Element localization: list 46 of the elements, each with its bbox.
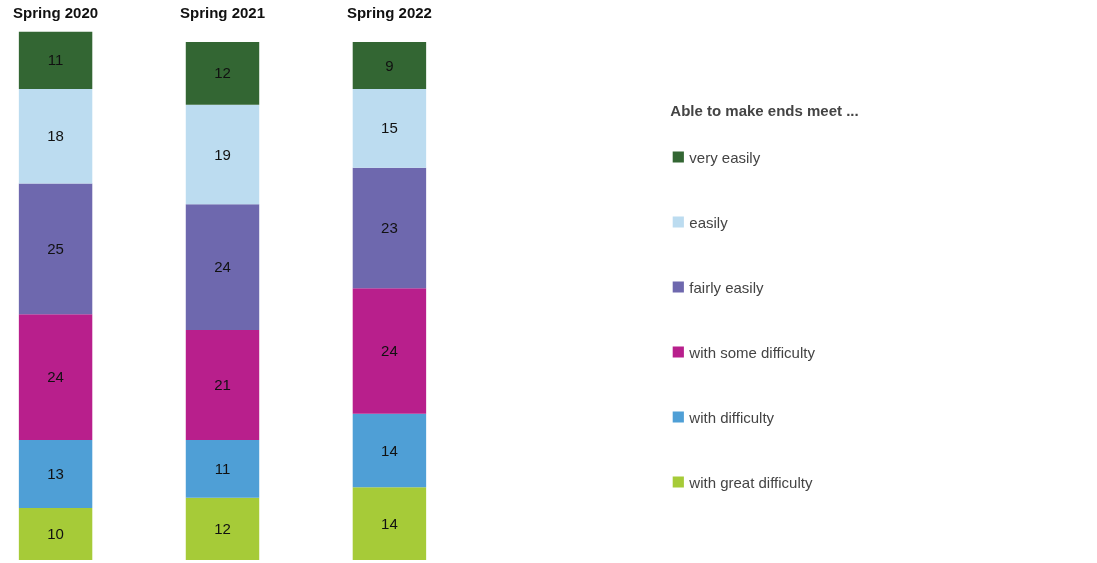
data-label: 14 (381, 441, 398, 459)
bar (352, 413, 427, 488)
data-label: 12 (214, 64, 231, 82)
data-label: 25 (47, 239, 64, 257)
bar (185, 41, 260, 105)
bar (18, 314, 93, 441)
data-label: 21 (214, 376, 231, 394)
legend-label: with great difficulty (689, 473, 813, 490)
legend-label: easily (689, 213, 728, 230)
data-label: 11 (214, 459, 231, 477)
bar (352, 167, 427, 289)
bar (18, 440, 93, 509)
data-label: 19 (214, 145, 231, 163)
bar (18, 508, 93, 560)
data-label: 11 (47, 51, 64, 69)
data-label: 10 (47, 525, 64, 543)
bar (185, 497, 260, 560)
bar (352, 41, 427, 90)
data-label: 13 (47, 465, 64, 483)
legend-label: fairly easily (689, 278, 764, 295)
bar (18, 31, 93, 90)
bar (18, 89, 93, 184)
bar (352, 89, 427, 168)
data-label: 15 (381, 119, 398, 137)
bar (185, 330, 260, 441)
bar (352, 487, 427, 560)
data-label: 14 (381, 514, 398, 532)
data-label: 9 (385, 56, 394, 74)
bar (185, 440, 260, 498)
data-label: 24 (381, 342, 398, 359)
x-tick-label: Spring 2021 (179, 3, 266, 21)
bar (18, 183, 93, 315)
x-tick-label: Spring 2020 (13, 3, 99, 21)
bar (352, 288, 427, 414)
data-label: 23 (381, 218, 398, 236)
data-label: 18 (47, 127, 64, 145)
data-label: 12 (214, 520, 231, 538)
data-label: 24 (47, 368, 64, 386)
legend-label: with difficulty (689, 408, 775, 425)
legend-title: Able to make ends meet ... (670, 101, 859, 118)
legend-label: very easily (689, 148, 761, 165)
legend-label: with some difficulty (689, 343, 815, 360)
x-tick-label: Spring 2022 (346, 3, 432, 21)
bar (185, 104, 260, 205)
data-label: 24 (214, 258, 231, 276)
bar (185, 204, 260, 331)
